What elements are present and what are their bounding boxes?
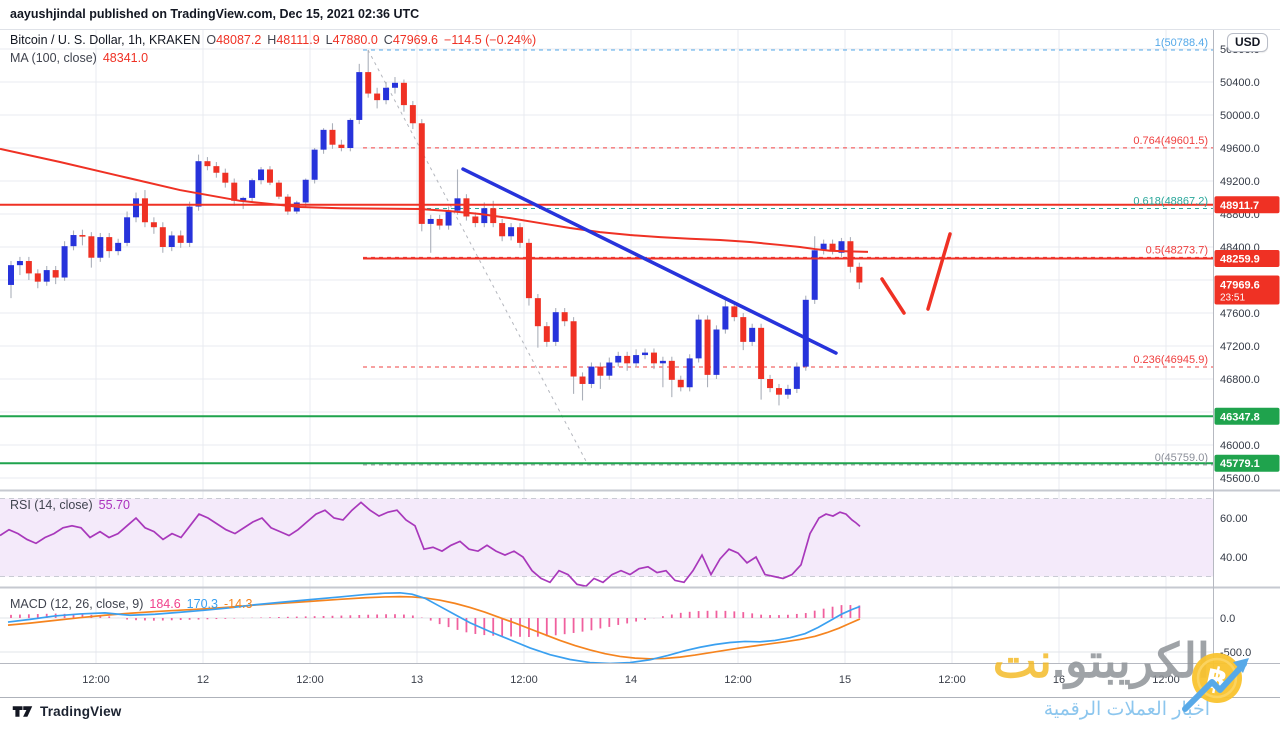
time-axis[interactable]: 12:00 12 12:00 13 12:00 14 12:00 15 12:00 16 12:00 <box>82 674 1180 686</box>
svg-text:47600.0: 47600.0 <box>1220 308 1260 320</box>
svg-text:48911.7: 48911.7 <box>1220 200 1259 212</box>
macd-signal-value: -14.3 <box>223 597 253 611</box>
rsi-line <box>0 501 861 587</box>
svg-text:49600.0: 49600.0 <box>1220 143 1260 155</box>
currency-toggle-button[interactable]: USD <box>1227 33 1269 52</box>
ohlc-low: L47880.0 <box>325 33 378 47</box>
projection-line <box>880 277 906 315</box>
svg-text:47200.0: 47200.0 <box>1220 341 1260 353</box>
svg-text:50400.0: 50400.0 <box>1220 77 1260 89</box>
svg-text:15: 15 <box>839 674 851 686</box>
svg-text:0.5(48273.7): 0.5(48273.7) <box>1146 244 1208 256</box>
svg-text:46800.0: 46800.0 <box>1220 374 1260 386</box>
svg-text:0.236(46945.9): 0.236(46945.9) <box>1133 354 1208 366</box>
ohlc-open: O48087.2 <box>206 33 262 47</box>
change-value: −114.5 (−0.24%) <box>444 33 537 47</box>
publish-header: aayushjindal published on TradingView.co… <box>10 7 420 21</box>
svg-text:60.00: 60.00 <box>1220 513 1248 525</box>
macd-legend[interactable]: MACD (12, 26, close, 9) 184.6 170.3 -14.… <box>10 597 252 611</box>
price-pane <box>0 49 1213 466</box>
macd-hist-value: 184.6 <box>149 597 181 611</box>
ma-legend[interactable]: MA (100, close) 48341.0 <box>10 51 148 65</box>
macd-line-value: 170.3 <box>186 597 218 611</box>
svg-text:48259.9: 48259.9 <box>1220 254 1260 266</box>
frame <box>0 29 1280 698</box>
svg-text:46000.0: 46000.0 <box>1220 440 1260 452</box>
rsi-band <box>0 498 1213 577</box>
svg-text:0.618(48867.2): 0.618(48867.2) <box>1133 195 1208 207</box>
price-axis[interactable]: 50800.050400.050000.049600.049200.048800… <box>1133 37 1280 659</box>
svg-text:0.0: 0.0 <box>1220 613 1235 625</box>
svg-text:1(50788.4): 1(50788.4) <box>1155 37 1208 49</box>
trendline <box>461 167 838 355</box>
macd-signal-line <box>7 595 861 660</box>
svg-text:45779.1: 45779.1 <box>1220 458 1260 470</box>
rsi-label: RSI (14, close) <box>10 498 93 512</box>
symbol-title: Bitcoin / U. S. Dollar, 1h, KRAKEN <box>10 33 201 47</box>
rsi-pane <box>0 501 861 587</box>
svg-text:12:00: 12:00 <box>82 674 110 686</box>
svg-text:16: 16 <box>1053 674 1065 686</box>
macd-label: MACD (12, 26, close, 9) <box>10 597 144 611</box>
svg-text:45600.0: 45600.0 <box>1220 473 1260 485</box>
macd-line <box>7 591 861 663</box>
svg-text:12: 12 <box>197 674 209 686</box>
rsi-value: 55.70 <box>98 498 130 512</box>
svg-text:47969.6: 47969.6 <box>1220 280 1260 292</box>
svg-text:0(45759.0): 0(45759.0) <box>1155 452 1208 464</box>
rsi-legend[interactable]: RSI (14, close) 55.70 <box>10 498 130 512</box>
candles-layer <box>8 49 863 406</box>
ma-value: 48341.0 <box>102 51 149 65</box>
ma100-line <box>0 147 869 253</box>
tradingview-brand[interactable]: TradingView <box>12 704 121 719</box>
svg-text:14: 14 <box>625 674 637 686</box>
svg-text:50000.0: 50000.0 <box>1220 110 1260 122</box>
svg-text:0.764(49601.5): 0.764(49601.5) <box>1133 135 1208 147</box>
ohlc-close: C47969.6 <box>383 33 439 47</box>
svg-text:-500.0: -500.0 <box>1220 647 1251 659</box>
macd-pane <box>7 591 861 663</box>
svg-text:12:00: 12:00 <box>510 674 538 686</box>
svg-text:12:00: 12:00 <box>296 674 324 686</box>
svg-text:40.00: 40.00 <box>1220 552 1248 564</box>
svg-text:23:51: 23:51 <box>1220 293 1245 304</box>
tradingview-logo-icon <box>12 706 33 717</box>
brand-name: TradingView <box>40 704 122 719</box>
ma-label: MA (100, close) <box>10 51 97 65</box>
svg-text:12:00: 12:00 <box>724 674 752 686</box>
svg-text:49200.0: 49200.0 <box>1220 176 1260 188</box>
projection-line <box>926 232 952 311</box>
ohlc-high: H48111.9 <box>267 33 320 47</box>
symbol-legend[interactable]: Bitcoin / U. S. Dollar, 1h, KRAKEN O4808… <box>10 33 536 47</box>
svg-text:46347.8: 46347.8 <box>1220 411 1260 423</box>
gridlines <box>0 30 1213 663</box>
svg-text:12:00: 12:00 <box>938 674 966 686</box>
svg-text:12:00: 12:00 <box>1152 674 1180 686</box>
svg-text:13: 13 <box>411 674 423 686</box>
